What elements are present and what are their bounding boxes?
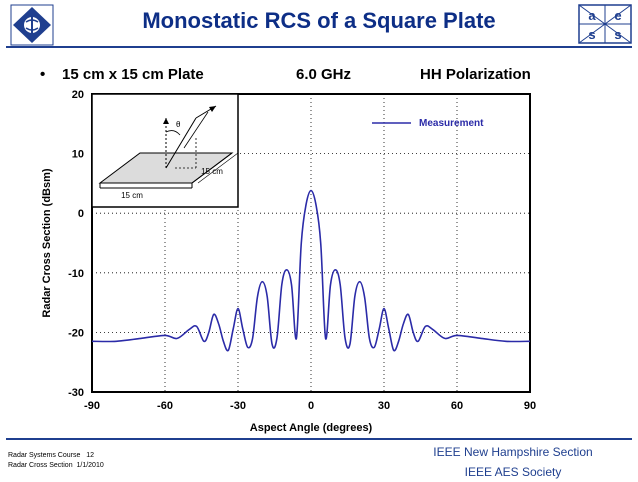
x-tick-label: -90 [84, 400, 100, 412]
inset-angle-label: θ [176, 120, 181, 129]
x-tick-label: -60 [157, 400, 173, 412]
footer-divider [6, 438, 632, 440]
aess-letter-s1: s [588, 27, 595, 42]
footer-left: Radar Systems Course 12 Radar Cross Sect… [8, 451, 104, 471]
inset-frame [91, 93, 239, 208]
x-axis-ticks: -90 -60 -30 0 30 60 90 [84, 400, 536, 412]
inset-diagram: 15 cm 15 cm θ [91, 93, 239, 208]
footer-society: IEEE AES Society [464, 465, 562, 479]
ieee-logo [10, 4, 54, 46]
x-tick-label: 60 [451, 400, 463, 412]
subtitle-frequency: 6.0 GHz [296, 66, 352, 83]
y-tick-label: 20 [72, 89, 84, 101]
aess-letter-e: e [614, 8, 621, 23]
footer-course: Radar Systems Course [8, 452, 81, 459]
y-tick-label: -10 [68, 268, 84, 280]
series-line-measurement [91, 189, 531, 352]
x-tick-label: -30 [230, 400, 246, 412]
legend-label-measurement: Measurement [419, 118, 484, 129]
header-divider [6, 46, 632, 48]
y-tick-label: 10 [72, 149, 84, 161]
footer-lecture: Radar Cross Section [8, 462, 73, 469]
x-tick-label: 90 [524, 400, 536, 412]
y-tick-label: -30 [68, 387, 84, 399]
footer-right: IEEE New Hampshire Section IEEE AES Soci… [400, 442, 626, 482]
y-axis-label: Radar Cross Section (dBsm) [41, 168, 53, 317]
subtitle-plate-size: 15 cm x 15 cm Plate [62, 66, 204, 83]
aess-letter-s2: s [614, 27, 621, 42]
subtitle-polarization: HH Polarization [420, 66, 531, 83]
plot-frame [91, 93, 531, 393]
slide-title: Monostatic RCS of a Square Plate [142, 8, 496, 33]
aess-logo: a e s s [578, 4, 632, 44]
subtitle-bullet: • [40, 66, 46, 83]
aess-letter-a: a [588, 8, 596, 23]
x-axis-label: Aspect Angle (degrees) [250, 422, 373, 434]
subtitle-row: • 15 cm x 15 cm Plate 6.0 GHz HH Polariz… [40, 66, 600, 88]
y-axis-ticks: 20 10 0 -10 -20 -30 [68, 89, 84, 399]
x-tick-label: 30 [378, 400, 390, 412]
footer-page: 12 [86, 452, 94, 459]
inset-dimension-b: 15 cm [201, 167, 223, 176]
y-tick-label: 0 [78, 208, 84, 220]
x-tick-label: 0 [308, 400, 314, 412]
inset-dimension-a: 15 cm [121, 191, 143, 200]
footer-section: IEEE New Hampshire Section [433, 445, 593, 459]
footer-date: 1/1/2010 [76, 462, 104, 469]
y-tick-label: -20 [68, 327, 84, 339]
